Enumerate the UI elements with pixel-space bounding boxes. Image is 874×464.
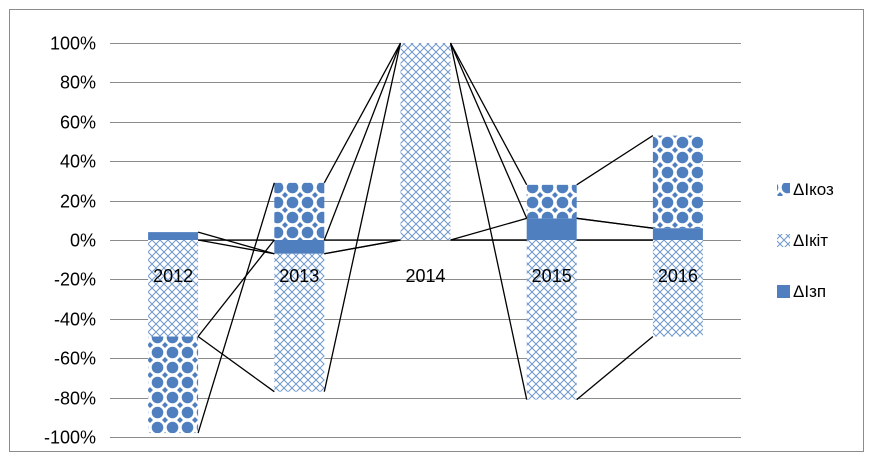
bar-segment <box>274 182 325 240</box>
series-line <box>197 239 275 337</box>
y-axis: -100% -80% -60% -40% -20% 0% 20% 40% 60% 80% 100% <box>44 34 96 448</box>
legend-swatch <box>777 183 790 196</box>
series-line <box>450 217 527 241</box>
y-tick-label: 40% <box>60 152 96 172</box>
bars <box>148 43 703 434</box>
legend-label: ΔIзп <box>793 282 826 301</box>
bar-segment <box>652 240 703 337</box>
series-line <box>197 336 275 393</box>
x-tick-label: 2015 <box>532 266 572 286</box>
y-tick-label: -40% <box>54 310 96 330</box>
y-tick-label: -20% <box>54 270 96 290</box>
bar-segment <box>274 240 325 254</box>
y-tick-label: 60% <box>60 113 96 133</box>
series-lines <box>197 42 654 434</box>
bar-segment <box>400 43 451 240</box>
series-line <box>323 42 402 184</box>
x-tick-label: 2016 <box>658 266 698 286</box>
bar-segment <box>652 135 703 229</box>
y-tick-label: -80% <box>54 389 96 409</box>
y-tick-label: -60% <box>54 349 96 369</box>
y-tick-label: -100% <box>44 428 96 448</box>
series-line <box>197 231 275 255</box>
x-tick-label: 2014 <box>405 266 445 286</box>
bar-segment <box>652 228 703 240</box>
legend-label: ΔIкіт <box>793 231 828 250</box>
x-tick-label: 2012 <box>153 266 193 286</box>
series-line <box>449 42 528 186</box>
y-tick-label: 20% <box>60 192 96 212</box>
series-line <box>576 217 653 229</box>
y-tick-label: 80% <box>60 73 96 93</box>
bar-segment <box>148 336 199 434</box>
legend: ΔIкоз ΔIкіт ΔIзп <box>777 180 834 301</box>
legend-swatch <box>777 285 790 298</box>
bar-segment <box>148 240 199 337</box>
series-line <box>197 182 275 434</box>
bar-segment <box>526 184 577 219</box>
bar-segment <box>274 253 325 392</box>
y-tick-label: 100% <box>50 34 96 54</box>
series-line <box>449 42 528 400</box>
series-line <box>323 42 402 392</box>
series-line <box>323 42 402 241</box>
bar-segment <box>526 240 577 400</box>
legend-label: ΔIкоз <box>793 180 834 199</box>
legend-swatch <box>777 234 790 247</box>
x-axis: 2012 2013 2014 2015 2016 <box>153 266 698 286</box>
y-tick-label: 0% <box>70 231 96 251</box>
series-line <box>576 336 654 401</box>
series-line <box>197 239 275 255</box>
bar-segment <box>526 218 577 240</box>
series-line <box>324 239 401 255</box>
series-line <box>449 42 528 219</box>
x-tick-label: 2013 <box>279 266 319 286</box>
series-line <box>576 135 654 186</box>
bar-segment <box>148 232 199 240</box>
